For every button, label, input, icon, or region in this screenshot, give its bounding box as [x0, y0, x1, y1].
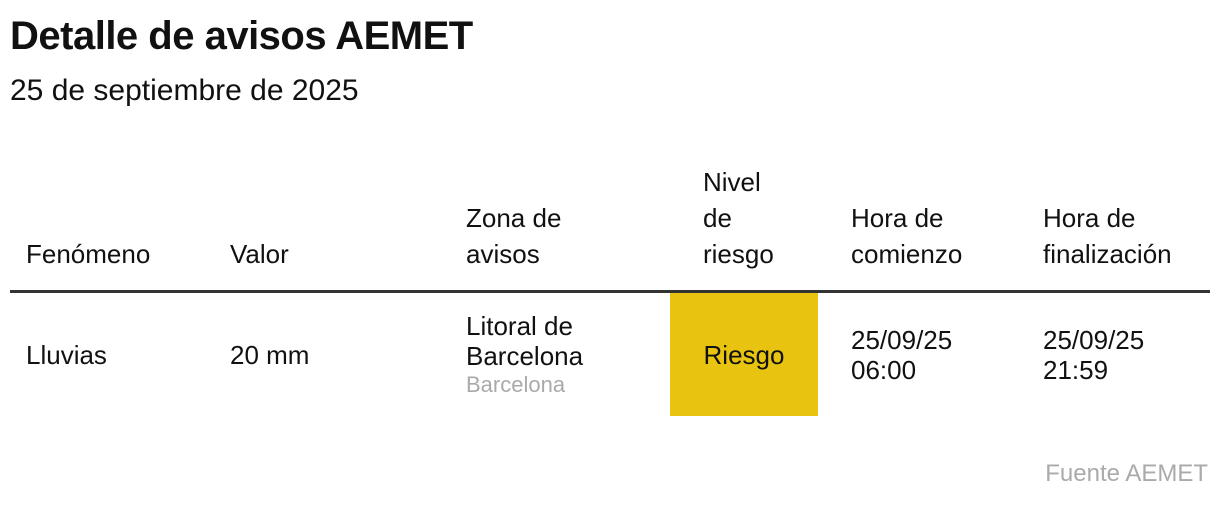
zone-name: Litoral de Barcelona — [466, 310, 584, 371]
cell-text: 25/09/25 21:59 — [1043, 324, 1145, 385]
column-header-text: Valor — [230, 239, 289, 269]
column-header: Valor — [214, 164, 450, 293]
table-cell: Riesgo — [670, 291, 818, 416]
column-header-text: Hora de finalización — [1043, 203, 1172, 269]
table-cell: Litoral de Barcelona Barcelona — [450, 292, 670, 417]
column-header-text: Zona de avisos — [466, 203, 562, 269]
cell-text: Lluvias — [26, 339, 107, 370]
column-header-text: Nivel de riesgo — [703, 167, 774, 269]
table-cell: 25/09/25 06:00 — [818, 292, 1027, 417]
table-body: Lluvias 20 mm Litoral de Barcelona Barcelon… — [10, 291, 1210, 417]
warnings-table: Fenómeno Valor Zona de avisos Nivel de ries… — [10, 164, 1210, 416]
subtitle: 25 de septiembre de 2025 — [10, 74, 359, 107]
column-header: Nivel de riesgo — [670, 164, 818, 293]
table-head: Fenómeno Valor Zona de avisos Nivel de ries… — [10, 164, 1210, 293]
cell-text: 25/09/25 06:00 — [851, 324, 953, 385]
column-header: Hora de comienzo — [818, 164, 1027, 293]
zone-province: Barcelona — [466, 371, 566, 397]
table-row: Lluvias 20 mm Litoral de Barcelona Barcelon… — [10, 291, 1210, 417]
column-header: Fenómeno — [10, 164, 214, 293]
risk-level: Riesgo — [703, 339, 785, 370]
zone: Litoral de Barcelona Barcelona — [450, 311, 596, 399]
cell-text: 20 mm — [230, 339, 310, 370]
table-cell: 20 mm — [214, 292, 450, 417]
column-header-text: Hora de comienzo — [851, 203, 963, 269]
source: Fuente AEMET — [1045, 460, 1208, 487]
column-header: Hora de finalización — [1027, 164, 1210, 293]
table-cell: Lluvias — [10, 292, 214, 417]
title: Detalle de avisos AEMET — [10, 14, 473, 58]
table-cell: 25/09/25 21:59 — [1027, 292, 1210, 417]
column-header-text: Fenómeno — [26, 239, 151, 269]
header-row: Fenómeno Valor Zona de avisos Nivel de ries… — [10, 164, 1210, 293]
column-header: Zona de avisos — [450, 164, 670, 293]
